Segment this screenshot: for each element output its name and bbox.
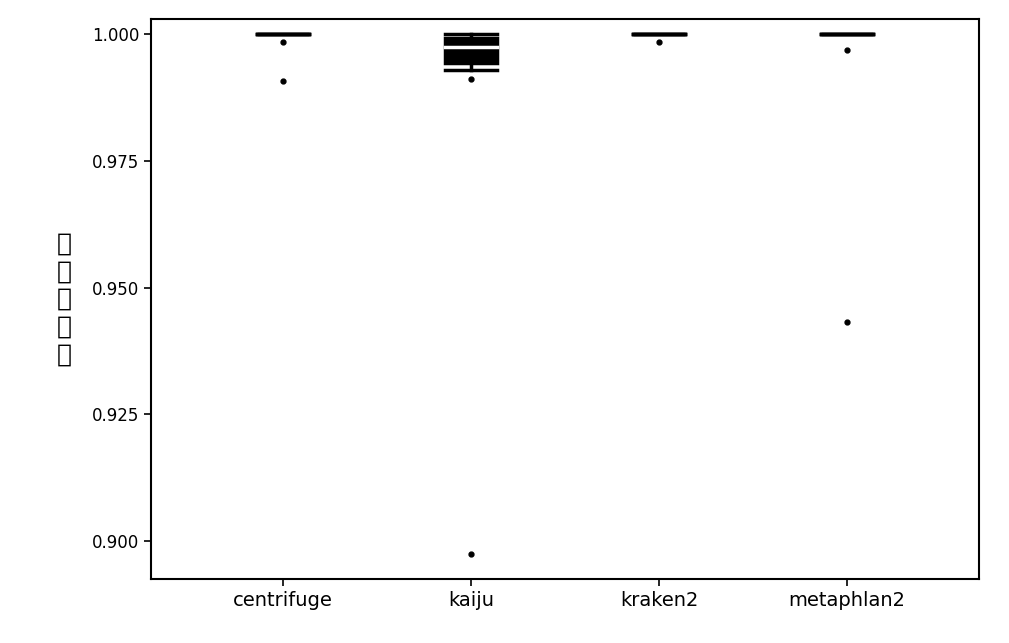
Bar (445, 38, 497, 63)
Y-axis label: 阳
性
预
测
值: 阳 性 预 测 值 (57, 231, 72, 367)
